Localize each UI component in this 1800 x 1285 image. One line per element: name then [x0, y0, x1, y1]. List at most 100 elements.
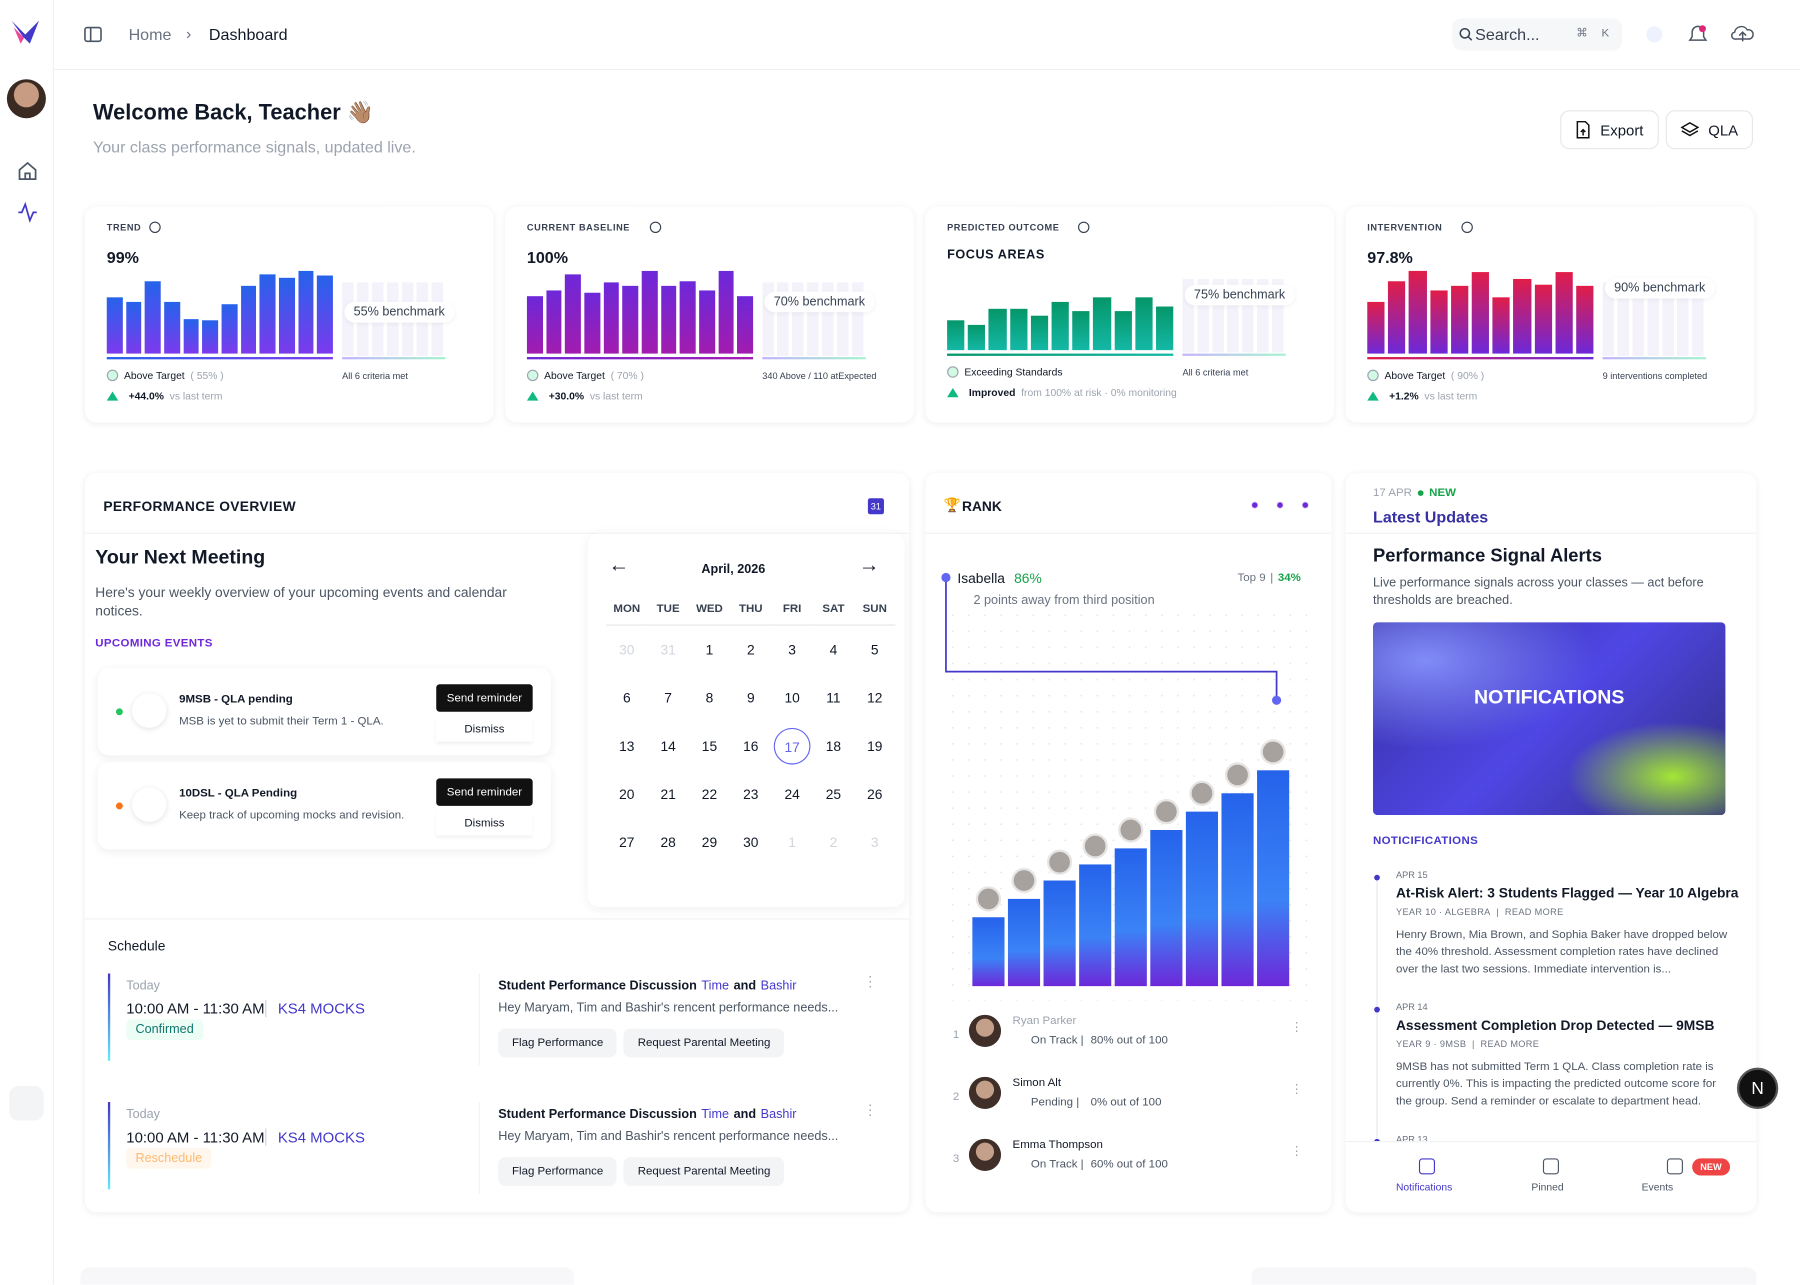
rank-chart: [941, 572, 1314, 1002]
tab-label[interactable]: Pinned: [1531, 1181, 1564, 1193]
home-icon[interactable]: [17, 161, 38, 182]
reminder-button[interactable]: Send reminder: [436, 778, 533, 806]
more-icon[interactable]: ⋮: [863, 1102, 878, 1119]
day[interactable]: 30: [743, 834, 759, 851]
day[interactable]: 2: [746, 641, 755, 658]
day[interactable]: 2: [829, 834, 838, 851]
read-more[interactable]: READ MORE: [1504, 906, 1564, 918]
day[interactable]: 15: [701, 738, 718, 755]
day[interactable]: 31: [660, 641, 676, 658]
day[interactable]: 9: [746, 689, 755, 707]
updates-title: Latest Updates: [1373, 507, 1489, 526]
day[interactable]: 6: [622, 689, 631, 707]
tab-icon[interactable]: [1542, 1158, 1559, 1175]
item-title: At-Risk Alert: 3 Students Flagged — Year…: [1395, 885, 1739, 902]
breadcrumb-current: Dashboard: [208, 25, 288, 44]
day[interactable]: 19: [867, 738, 883, 755]
tab-icon[interactable]: [1666, 1158, 1683, 1175]
tab-icon[interactable]: [1418, 1158, 1435, 1175]
status-pct: ( 70% ): [610, 369, 644, 382]
more-icon[interactable]: ⋮: [1290, 1082, 1303, 1097]
accent-bar: [107, 1102, 111, 1190]
action-chip[interactable]: Request Parental Meeting: [623, 1157, 785, 1186]
leader-row: Isabella 86%: [957, 571, 1041, 587]
day[interactable]: 26: [867, 786, 883, 803]
export-button[interactable]: Export: [1560, 110, 1659, 150]
button-label: Export: [1600, 121, 1644, 139]
benchmark-pill: 70% benchmark: [764, 291, 875, 313]
up-arrow: [526, 391, 539, 401]
prev-arrow[interactable]: ←: [608, 553, 630, 577]
info-icon: [1461, 221, 1473, 234]
next-arrow[interactable]: →: [858, 553, 880, 577]
bar: [1072, 310, 1090, 351]
calendar-icon: 31: [867, 498, 884, 515]
more-icon[interactable]: ⋮: [863, 973, 878, 990]
connector-dot: [1271, 695, 1282, 705]
day[interactable]: 23: [743, 786, 759, 803]
breadcrumb-home[interactable]: Home: [128, 25, 172, 44]
day[interactable]: 7: [664, 689, 672, 707]
card-note: All 6 criteria met: [342, 370, 408, 382]
bar: [1471, 272, 1490, 354]
student-name: Simon Alt: [1012, 1076, 1062, 1090]
day[interactable]: 17: [771, 722, 812, 770]
tab-label[interactable]: Events: [1641, 1181, 1674, 1193]
schedule-desc: Hey Maryam, Tim and Bashir's rencent per…: [498, 1129, 839, 1144]
dismiss-button[interactable]: Dismiss: [436, 716, 532, 741]
day[interactable]: 11: [826, 689, 841, 707]
action-chip[interactable]: Flag Performance: [498, 1028, 618, 1058]
more-icon[interactable]: ⋮: [1290, 1020, 1303, 1035]
change-row: +44.0% vs last term: [106, 390, 222, 402]
kpi-card: CURRENT BASELINE 100% 70% benchmark Above T…: [505, 206, 914, 423]
day[interactable]: 24: [784, 786, 800, 803]
rank-bar: [1185, 811, 1219, 987]
timeline: [1376, 877, 1378, 1153]
read-more[interactable]: READ MORE: [1480, 1038, 1540, 1050]
status-row: Above Target ( 55% ): [106, 369, 224, 382]
avatar[interactable]: [6, 79, 46, 119]
reminder-button[interactable]: Send reminder: [436, 684, 533, 712]
day[interactable]: 4: [829, 641, 838, 658]
day[interactable]: 3: [870, 834, 879, 851]
bell-button[interactable]: [9, 1086, 44, 1121]
day[interactable]: 3: [788, 641, 796, 658]
day[interactable]: 22: [701, 786, 718, 803]
sidebar-toggle[interactable]: [84, 25, 102, 43]
more-icon[interactable]: ⋮: [1290, 1144, 1303, 1159]
action-chip[interactable]: Request Parental Meeting: [623, 1028, 785, 1058]
day[interactable]: 28: [660, 834, 676, 851]
up-arrow: [106, 391, 119, 401]
dismiss-button[interactable]: Dismiss: [436, 810, 532, 835]
header-icons[interactable]: [1644, 23, 1759, 46]
day[interactable]: 1: [788, 834, 796, 851]
day[interactable]: 5: [870, 641, 879, 658]
day[interactable]: 25: [825, 786, 842, 803]
day[interactable]: 1: [705, 641, 714, 658]
item-title: Assessment Completion Drop Detected — 9M…: [1395, 1017, 1715, 1034]
fab-button[interactable]: N: [1736, 1067, 1779, 1109]
day[interactable]: 13: [619, 738, 635, 755]
day[interactable]: 18: [825, 738, 842, 755]
schedule-day: Today: [126, 1107, 160, 1122]
search-box[interactable]: Search... ⌘ K: [1452, 18, 1623, 51]
bar-chart: [526, 270, 754, 354]
tab-label[interactable]: Notifications: [1395, 1181, 1453, 1193]
day[interactable]: 27: [619, 834, 635, 851]
day[interactable]: 16: [743, 738, 759, 755]
day[interactable]: 30: [619, 641, 635, 658]
day[interactable]: 12: [867, 689, 883, 707]
student-name: Emma Thompson: [1012, 1138, 1103, 1152]
day[interactable]: 20: [619, 786, 635, 803]
action-chip[interactable]: Flag Performance: [498, 1157, 618, 1186]
card-label: PREDICTED OUTCOME: [947, 222, 1060, 234]
activity-icon[interactable]: [17, 202, 38, 223]
day[interactable]: 14: [660, 738, 676, 755]
day[interactable]: 29: [701, 834, 718, 851]
bottom-bar: [1251, 1267, 1757, 1285]
day[interactable]: 10: [784, 689, 800, 707]
day[interactable]: 8: [705, 689, 714, 707]
qla-button[interactable]: QLA: [1665, 110, 1754, 150]
change: +44.0%: [128, 390, 164, 402]
day[interactable]: 21: [660, 786, 676, 803]
